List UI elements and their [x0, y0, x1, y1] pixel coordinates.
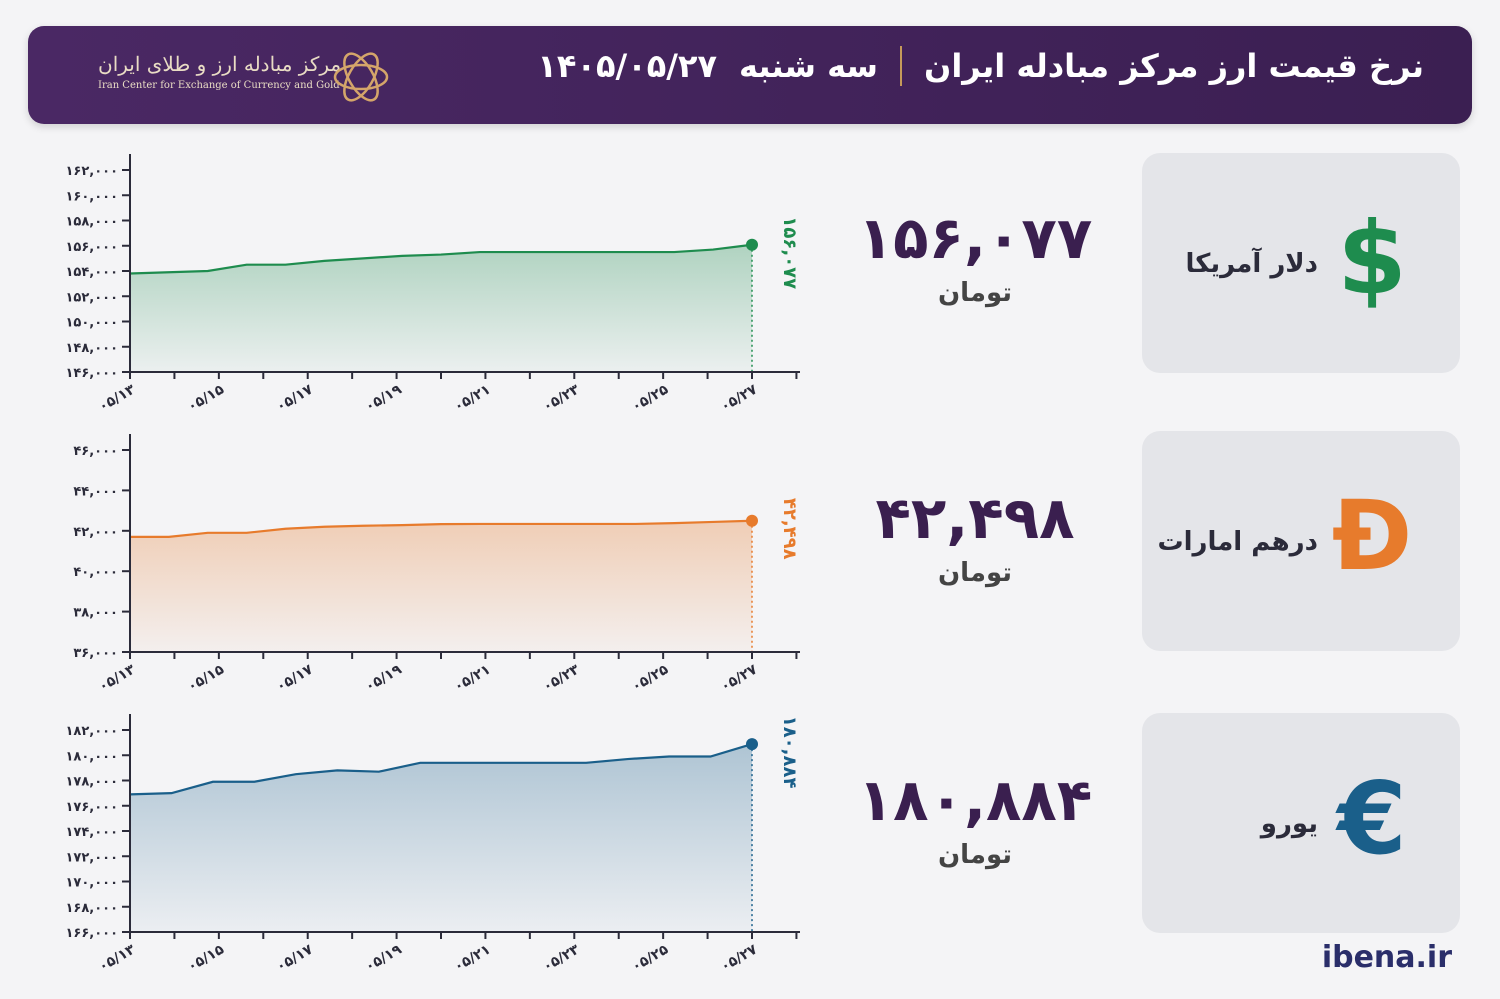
y-tick-label: ۱۷۴,۰۰۰: [65, 825, 118, 840]
x-tick-label: ۰۵/۲۳: [540, 381, 582, 415]
x-tick-label: ۰۵/۱۵: [185, 661, 227, 695]
last-value-label: ۱۸۰,۸۸۴: [779, 716, 800, 789]
y-tick-label: ۱۷۰,۰۰۰: [65, 876, 118, 891]
y-tick-label: ۱۷۲,۰۰۰: [65, 850, 118, 865]
price-unit-aed: تومان: [937, 558, 1013, 588]
card-usd: دلار آمریکا $: [1142, 153, 1460, 373]
y-tick-label: ۱۷۶,۰۰۰: [65, 800, 118, 815]
area-fill: [130, 520, 752, 652]
y-tick-label: ۱۵۰,۰۰۰: [65, 316, 118, 331]
y-tick-label: ۱۷۸,۰۰۰: [65, 775, 118, 790]
header-banner: نرخ قیمت ارز مرکز مبادله ایران سه شنبه ۱…: [28, 26, 1472, 124]
y-tick-label: ۴۴,۰۰۰: [73, 484, 118, 499]
logo: مرکز مبادله ارز و طلای ایران Iran Center…: [68, 44, 398, 108]
chart-usd: ۱۵۶,۰۷۷ ۱۶۲,۰۰۰ ۱۶۰,۰۰۰ ۱۵۸,۰۰۰ ۱۵۶,۰۰۰ ۱۵۴,۰…: [40, 150, 810, 420]
x-tick-label: ۰۵/۱۹: [363, 661, 405, 695]
y-tick-label: ۱۴۸,۰۰۰: [65, 341, 118, 356]
y-tick-label: ۳۸,۰۰۰: [73, 606, 118, 621]
x-tick-label: ۰۵/۲۱: [451, 382, 493, 416]
x-tick-label: ۰۵/۲۵: [629, 381, 671, 415]
site-url: ibena.ir: [1321, 940, 1452, 975]
price-value-usd: ۱۵۶,۰۷۷: [857, 204, 1093, 272]
price-unit-eur: تومان: [937, 840, 1013, 870]
header-divider: [900, 46, 903, 86]
y-tick-label: ۱۶۲,۰۰۰: [65, 164, 118, 179]
price-value-aed: ۴۲,۴۹۸: [875, 484, 1075, 552]
header-day: سه شنبه: [739, 47, 879, 85]
last-point-marker: [746, 738, 758, 751]
dirham-icon: Đ: [1331, 480, 1413, 592]
x-tick-label: ۰۵/۲۷: [718, 381, 760, 415]
x-tick-label: ۰۵/۱۳: [96, 661, 138, 695]
last-point-marker: [746, 238, 758, 251]
x-tick-label: ۰۵/۱۵: [185, 381, 227, 415]
x-tick-label: ۰۵/۲۱: [451, 942, 493, 976]
y-tick-label: ۱۶۸,۰۰۰: [65, 901, 118, 916]
logo-persian-text: مرکز مبادله ارز و طلای ایران: [98, 52, 342, 76]
x-tick-label: ۰۵/۱۷: [274, 661, 316, 695]
x-tick-label: ۰۵/۱۵: [185, 941, 227, 975]
currency-name-usd: دلار آمریکا: [1185, 249, 1318, 279]
price-value-eur: ۱۸۰,۸۸۴: [857, 766, 1093, 834]
x-tick-label: ۰۵/۱۹: [363, 941, 405, 975]
x-tick-label: ۰۵/۲۵: [629, 661, 671, 695]
series-line: [130, 519, 753, 538]
y-tick-label: ۱۵۲,۰۰۰: [65, 290, 118, 305]
logo-emblem-icon: [333, 52, 389, 102]
logo-english-text: Iran Center for Exchange of Currency and…: [98, 80, 340, 91]
x-tick-label: ۰۵/۲۳: [540, 941, 582, 975]
card-aed: درهم امارات Đ: [1142, 431, 1460, 651]
price-eur: ۱۸۰,۸۸۴ تومان: [830, 766, 1120, 870]
series-line: [129, 743, 753, 796]
area-fill: [130, 244, 752, 372]
y-tick-label: ۴۰,۰۰۰: [73, 565, 118, 580]
x-tick-label: ۰۵/۱۷: [274, 381, 316, 415]
y-tick-label: ۴۶,۰۰۰: [73, 444, 118, 459]
chart-eur: ۱۸۰,۸۸۴ ۱۸۲,۰۰۰ ۱۸۰,۰۰۰ ۱۷۸,۰۰۰ ۱۷۶,۰۰۰ ۱۷۴,۰…: [40, 710, 810, 980]
header-title-row: نرخ قیمت ارز مرکز مبادله ایران سه شنبه ۱…: [537, 46, 1424, 86]
last-value-label: ۱۵۶,۰۷۷: [779, 216, 800, 289]
euro-icon: €: [1337, 759, 1407, 877]
x-tick-label: ۰۵/۱۹: [363, 381, 405, 415]
currency-name-eur: یورو: [1260, 809, 1318, 839]
x-tick-label: ۰۵/۲۱: [451, 662, 493, 696]
card-eur: یورو €: [1142, 713, 1460, 933]
y-tick-label: ۱۸۰,۰۰۰: [65, 749, 118, 764]
y-tick-label: ۱۶۰,۰۰۰: [65, 189, 118, 204]
y-tick-label: ۱۵۸,۰۰۰: [65, 215, 118, 230]
last-point-marker: [746, 514, 758, 527]
last-value-label: ۴۲,۴۹۸: [779, 498, 800, 560]
y-tick-label: ۴۲,۰۰۰: [73, 525, 118, 540]
x-tick-label: ۰۵/۲۷: [718, 661, 760, 695]
y-tick-label: ۱۵۶,۰۰۰: [65, 240, 118, 255]
dollar-icon: $: [1337, 199, 1407, 317]
x-tick-label: ۰۵/۲۷: [718, 941, 760, 975]
x-tick-label: ۰۵/۱۳: [96, 941, 138, 975]
price-unit-usd: تومان: [937, 278, 1013, 308]
header-date: ۱۴۰۵/۰۵/۲۷: [537, 47, 717, 85]
x-tick-label: ۰۵/۲۵: [629, 941, 671, 975]
x-tick-label: ۰۵/۱۷: [274, 941, 316, 975]
y-tick-label: ۱۵۴,۰۰۰: [65, 265, 118, 280]
y-tick-label: ۳۶,۰۰۰: [73, 646, 118, 661]
price-aed: ۴۲,۴۹۸ تومان: [830, 484, 1120, 588]
price-usd: ۱۵۶,۰۷۷ تومان: [830, 204, 1120, 308]
area-fill: [130, 744, 752, 932]
y-tick-label: ۱۶۶,۰۰۰: [65, 926, 118, 941]
currency-name-aed: درهم امارات: [1157, 527, 1318, 557]
series-line: [129, 243, 753, 275]
chart-aed: ۴۲,۴۹۸ ۴۶,۰۰۰ ۴۴,۰۰۰ ۴۲,۰۰۰ ۴۰,۰۰۰ ۳۸,۰۰۰ ۳۶,۰…: [40, 430, 810, 700]
y-tick-label: ۱۴۶,۰۰۰: [65, 366, 118, 381]
y-tick-label: ۱۸۲,۰۰۰: [65, 724, 118, 739]
page-title: نرخ قیمت ارز مرکز مبادله ایران: [924, 47, 1424, 85]
x-tick-label: ۰۵/۲۳: [540, 661, 582, 695]
x-tick-label: ۰۵/۱۳: [96, 381, 138, 415]
